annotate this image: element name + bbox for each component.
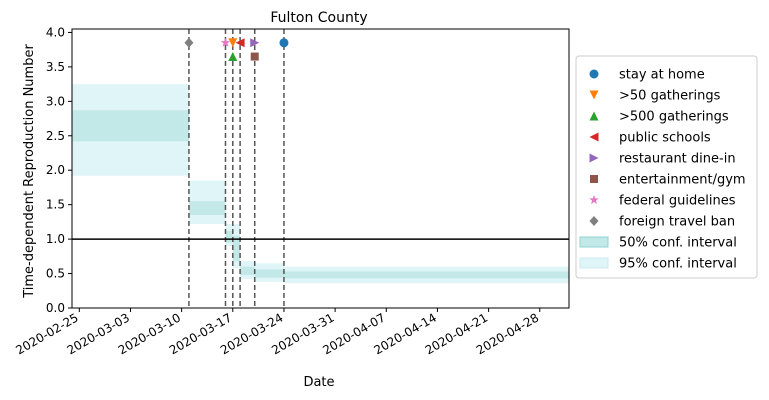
y-axis: 0.0 0.5 1.0 1.5 2.0 2.5 3.0 3.5 4.0 bbox=[46, 25, 72, 315]
legend-swatch-ci95 bbox=[579, 257, 609, 269]
intervention-lines-layer bbox=[188, 29, 285, 308]
marker-foreign-travel-ban bbox=[184, 37, 194, 48]
ci50-band-4 bbox=[240, 266, 255, 275]
legend-marker-stay-at-home bbox=[589, 69, 599, 79]
marker-federal-guidelines bbox=[220, 37, 231, 47]
legend-label-restaurant-dine-in: restaurant dine-in bbox=[619, 152, 736, 167]
ci50-band-2 bbox=[225, 230, 233, 243]
x-axis-label: Date bbox=[303, 375, 334, 390]
marker-50-gatherings bbox=[228, 38, 238, 48]
legend-label-public-schools: public schools bbox=[619, 131, 711, 146]
legend-marker-500-gatherings bbox=[589, 111, 599, 121]
legend-label-50-gatherings: >50 gatherings bbox=[619, 89, 721, 104]
y-tick-label-2.0: 2.0 bbox=[46, 163, 65, 177]
bands-layer bbox=[72, 84, 569, 284]
legend-frame bbox=[575, 55, 758, 279]
ci50-band-6 bbox=[283, 271, 569, 279]
y-tick-label-1.5: 1.5 bbox=[46, 198, 65, 212]
legend-label-ci95: 95% conf. interval bbox=[619, 257, 737, 272]
ci50-band-1 bbox=[188, 201, 226, 215]
x-axis: 2020-02-252020-03-032020-03-102020-03-17… bbox=[13, 308, 541, 357]
intervention-markers-layer bbox=[184, 37, 289, 62]
y-tick-label-0.5: 0.5 bbox=[46, 267, 65, 281]
y-tick-label-0.0: 0.0 bbox=[46, 301, 65, 315]
y-tick-label-2.5: 2.5 bbox=[46, 129, 65, 143]
ci50-band-3 bbox=[232, 235, 241, 262]
chart-title: Fulton County bbox=[270, 10, 367, 26]
marker-public-schools bbox=[235, 38, 245, 48]
legend-label-federal-guidelines: federal guidelines bbox=[619, 194, 736, 209]
marker-entertainment-gym bbox=[250, 52, 259, 61]
legend: stay at home >50 gatherings >500 gathering… bbox=[575, 55, 758, 279]
legend-label-stay-at-home: stay at home bbox=[619, 68, 705, 83]
y-tick-label-1.0: 1.0 bbox=[46, 232, 65, 246]
marker-stay-at-home bbox=[279, 38, 289, 48]
ci50-band-5 bbox=[254, 269, 284, 278]
y-tick-label-3.0: 3.0 bbox=[46, 94, 65, 108]
marker-restaurant-dine-in bbox=[250, 38, 260, 48]
legend-marker-federal-guidelines bbox=[589, 195, 599, 205]
y-tick-label-3.5: 3.5 bbox=[46, 60, 65, 74]
legend-marker-entertainment-gym bbox=[590, 175, 598, 183]
plot-frame bbox=[71, 28, 570, 309]
legend-marker-restaurant-dine-in bbox=[589, 153, 599, 163]
ci50-band-0 bbox=[72, 110, 189, 142]
legend-marker-public-schools bbox=[589, 132, 599, 142]
legend-marker-50-gatherings bbox=[589, 90, 599, 100]
legend-label-entertainment-gym: entertainment/gym bbox=[619, 173, 746, 188]
legend-label-foreign-travel-ban: foreign travel ban bbox=[619, 215, 735, 230]
legend-marker-foreign-travel-ban bbox=[589, 216, 599, 226]
y-axis-label: Time-dependent Reproduction Number bbox=[22, 44, 37, 299]
y-tick-label-4.0: 4.0 bbox=[46, 25, 65, 39]
legend-label-ci50: 50% conf. interval bbox=[619, 236, 737, 251]
legend-swatch-ci50 bbox=[579, 236, 609, 248]
legend-label-500-gatherings: >500 gatherings bbox=[619, 110, 729, 125]
marker-500-gatherings bbox=[228, 52, 238, 62]
